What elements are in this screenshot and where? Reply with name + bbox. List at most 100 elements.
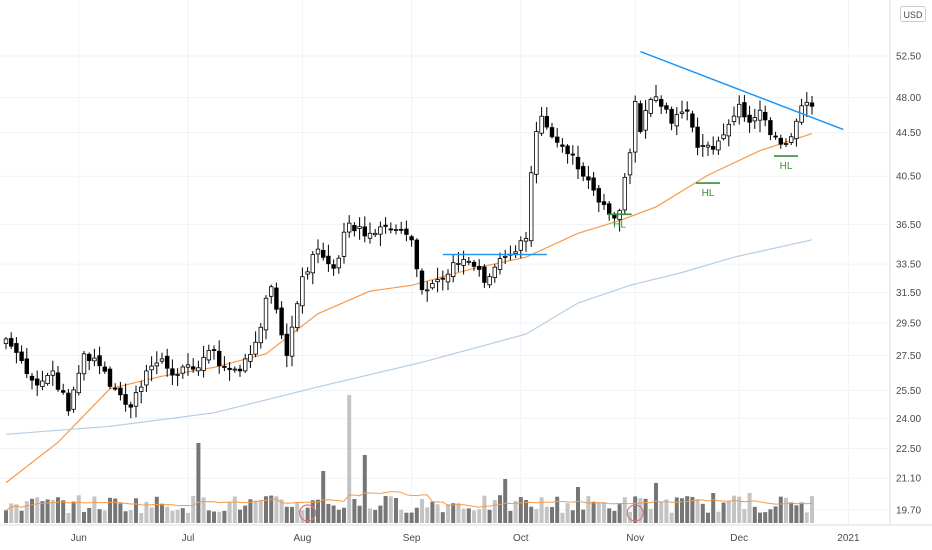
time-tick-label: 2021 (837, 533, 860, 544)
volume-bar (326, 503, 331, 523)
candle (804, 92, 809, 117)
volume-bar (76, 495, 81, 523)
volume-bar (784, 497, 788, 523)
price-tick-label: 44.50 (896, 128, 921, 139)
candle (685, 101, 690, 121)
candle (258, 323, 263, 349)
currency-button[interactable]: USD (900, 6, 926, 22)
time-tick-label: Dec (730, 533, 748, 544)
price-axis[interactable]: 52.50 48.00 44.50 40.50 36.50 33.50 31.50 29.50… (896, 52, 921, 517)
volume-bar (50, 500, 55, 523)
volume-bar (690, 496, 695, 523)
candle (711, 136, 716, 155)
volume-bar (186, 512, 190, 523)
volume-bars (4, 395, 814, 523)
volume-bar (170, 510, 175, 523)
candle (8, 332, 14, 349)
volume-bar (664, 499, 669, 523)
volume-bar (352, 498, 357, 523)
candle (128, 401, 133, 419)
candle (180, 364, 185, 379)
candle (450, 254, 456, 283)
volume-bar (144, 501, 149, 523)
candle (196, 360, 201, 376)
volume-bar (508, 510, 513, 523)
candle (113, 383, 118, 391)
candle (398, 221, 404, 234)
candle (659, 95, 664, 114)
candle (123, 383, 128, 412)
volume-bar (778, 496, 783, 523)
candle (232, 366, 237, 373)
volume-bar (747, 493, 752, 523)
candle (61, 383, 66, 395)
volume-bar (97, 509, 102, 523)
candle (570, 145, 575, 165)
volume-bar (66, 512, 71, 523)
candle (35, 370, 40, 396)
volume-bar (149, 507, 154, 523)
volume-bar (503, 479, 508, 523)
volume-bar (368, 508, 372, 523)
volume-bar (139, 512, 144, 523)
candle (638, 100, 643, 134)
volume-bar (40, 501, 45, 523)
candle (737, 95, 742, 125)
price-tick-label: 33.50 (896, 260, 921, 271)
event-marker-icon[interactable] (626, 504, 644, 522)
resistance-trendline[interactable] (640, 50, 844, 131)
candle (508, 245, 513, 261)
candle (305, 267, 310, 280)
time-tick-label: Aug (294, 533, 312, 544)
candle (367, 222, 373, 244)
candle (419, 268, 425, 295)
volume-bar (612, 510, 617, 523)
candle (763, 105, 768, 127)
volume-bar (643, 498, 648, 523)
volume-bar (279, 499, 284, 523)
candle (482, 264, 487, 288)
volume-bar (591, 501, 596, 523)
candle (627, 148, 633, 185)
candle (315, 239, 321, 264)
volume-bar (232, 496, 237, 523)
time-axis[interactable]: Jun Jul Aug Sep Oct Nov Dec 2021 (71, 533, 860, 544)
candlestick-series (3, 84, 815, 419)
candle (237, 364, 243, 377)
candle (581, 162, 586, 182)
volume-bar (394, 498, 398, 523)
volume-bar (71, 501, 76, 523)
candle (383, 217, 388, 234)
candle (352, 222, 357, 237)
volume-bar (518, 497, 523, 523)
volume-bar (638, 498, 643, 523)
candle (622, 172, 627, 215)
candle (310, 251, 315, 285)
candle (633, 95, 638, 163)
volume-bar (721, 502, 726, 523)
candle (357, 217, 362, 240)
candle (263, 295, 269, 340)
candle (591, 171, 596, 196)
candle (154, 351, 159, 375)
trendlines (442, 50, 844, 256)
candle (55, 366, 61, 392)
candle (222, 356, 227, 372)
candle (414, 238, 419, 278)
candle (268, 284, 274, 304)
event-marker-icon[interactable] (299, 504, 317, 522)
volume-bar (789, 502, 794, 523)
volume-bar (82, 511, 86, 523)
candle (513, 245, 518, 258)
candle (721, 123, 726, 141)
candle (549, 122, 555, 139)
candle (565, 144, 570, 164)
higher-low-label: HL (613, 219, 626, 230)
volume-bar (466, 508, 471, 523)
candle (575, 145, 581, 179)
volume-bar (305, 507, 310, 523)
candle (601, 193, 607, 210)
candle (492, 264, 497, 283)
volume-bar (550, 507, 554, 523)
